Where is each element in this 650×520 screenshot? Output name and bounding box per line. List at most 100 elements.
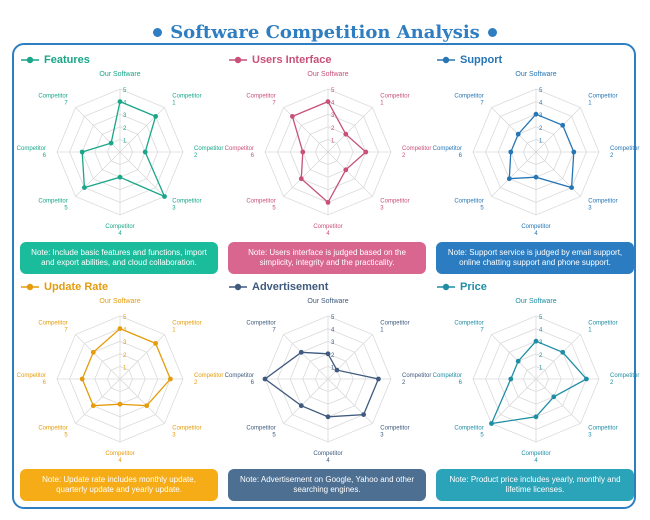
tick-label: 4 xyxy=(539,101,543,107)
data-point xyxy=(142,149,148,155)
radar-chart-advertisement: 1 2 3 4 5 Our Software Competitor 1 Competitor 2 C… xyxy=(225,298,432,464)
axis-spoke xyxy=(75,378,121,424)
tick-label: 3 xyxy=(123,340,127,346)
chart-legend: Support xyxy=(436,50,502,70)
axis-label: Competitor 2 xyxy=(610,146,639,159)
data-point xyxy=(153,114,159,119)
data-point xyxy=(144,403,150,409)
axis-label: Competitor 4 xyxy=(521,224,550,237)
tick-label: 3 xyxy=(331,340,335,346)
tick-label: 4 xyxy=(539,328,543,334)
tick-label: 5 xyxy=(539,315,543,321)
data-point xyxy=(506,176,512,182)
legend-marker-icon xyxy=(21,283,39,291)
title-dot-left xyxy=(153,27,163,37)
chart-panel-update-rate: Update Rate 1 2 3 4 5 Our Software Competitor 1 C… xyxy=(16,277,224,504)
axis-label: Competitor 4 xyxy=(521,451,550,464)
axis-label: Our Software xyxy=(307,298,348,305)
axis-label: Competitor 7 xyxy=(454,321,484,334)
axis-label: Competitor 5 xyxy=(38,425,68,438)
axis-spoke xyxy=(491,334,537,380)
data-point xyxy=(551,394,557,400)
data-point xyxy=(262,376,268,382)
data-point xyxy=(569,185,574,190)
tick-label: 3 xyxy=(123,113,127,119)
axis-label: Competitor 2 xyxy=(402,373,431,386)
axis-label: Competitor 7 xyxy=(38,321,68,334)
note-box: Note: Update rate includes monthly updat… xyxy=(20,469,218,501)
tick-label: 2 xyxy=(539,126,543,132)
axis-spoke xyxy=(327,107,373,153)
chart-panel-users-interface: Users Interface 1 2 3 4 5 Our Software Competit… xyxy=(224,50,432,277)
chart-panel-advertisement: Advertisement 1 2 3 4 5 Our Software Competitor… xyxy=(224,277,432,504)
axis-label: Competitor 3 xyxy=(172,198,201,211)
note-box: Note: Users interface is judged based on… xyxy=(228,242,426,274)
data-point xyxy=(298,349,304,355)
chart-title: Update Rate xyxy=(44,281,109,293)
tick-label: 5 xyxy=(331,315,335,321)
axis-spoke xyxy=(491,107,537,153)
data-point xyxy=(117,174,123,180)
axis-label: Competitor 7 xyxy=(38,94,68,107)
tick-label: 1 xyxy=(123,138,127,144)
tick-label: 2 xyxy=(331,126,335,132)
legend-marker-icon xyxy=(229,56,247,64)
axis-label: Competitor 5 xyxy=(454,198,484,211)
chart-panel-features: Features 1 2 3 4 5 Our Software Competitor 1 Comp… xyxy=(16,50,224,277)
data-point xyxy=(117,401,123,407)
axis-label: Competitor 4 xyxy=(105,451,134,464)
data-point xyxy=(325,351,331,357)
axis-label: Competitor 3 xyxy=(588,198,617,211)
data-point xyxy=(108,140,114,146)
tick-label: 5 xyxy=(539,88,543,94)
chart-legend: Update Rate xyxy=(20,277,108,297)
data-point xyxy=(361,412,366,417)
axis-spoke xyxy=(535,107,581,153)
data-point xyxy=(162,194,167,199)
data-point xyxy=(90,403,96,409)
note-box: Note: Include basic features and functio… xyxy=(20,242,218,274)
axis-label: Competitor 2 xyxy=(194,146,223,159)
data-point xyxy=(560,349,566,355)
tick-label: 5 xyxy=(123,88,127,94)
data-point xyxy=(508,149,514,155)
axis-label: Competitor 4 xyxy=(313,224,342,237)
axis-label: Competitor 5 xyxy=(246,425,276,438)
data-point xyxy=(168,376,173,382)
page-title: Software Competition Analysis xyxy=(170,21,480,43)
tick-label: 2 xyxy=(123,126,127,132)
tick-label: 2 xyxy=(123,353,127,359)
axis-spoke xyxy=(327,151,373,197)
axis-label: Our Software xyxy=(515,71,556,78)
chart-title: Features xyxy=(44,54,90,66)
data-point xyxy=(290,114,295,119)
axis-spoke xyxy=(283,334,329,380)
data-point xyxy=(533,174,539,180)
axis-label: Competitor 1 xyxy=(588,321,617,334)
axis-label: Competitor 5 xyxy=(454,425,484,438)
axis-label: Competitor 2 xyxy=(610,373,639,386)
axis-spoke xyxy=(119,151,165,197)
axis-label: Competitor 1 xyxy=(380,321,409,334)
axis-spoke xyxy=(491,151,537,197)
tick-label: 4 xyxy=(331,328,335,334)
data-point xyxy=(325,200,331,205)
chart-panel-price: Price 1 2 3 4 5 Our Software Competitor 1 Competi… xyxy=(432,277,640,504)
data-point xyxy=(325,99,331,104)
data-point xyxy=(334,367,340,373)
data-point xyxy=(508,376,514,382)
tick-label: 3 xyxy=(331,113,335,119)
data-point xyxy=(79,376,85,382)
data-point xyxy=(533,111,539,117)
chart-title: Advertisement xyxy=(252,281,329,293)
axis-label: Competitor 7 xyxy=(246,94,276,107)
note-box: Note: Advertisement on Google, Yahoo and… xyxy=(228,469,426,501)
axis-label: Our Software xyxy=(515,298,556,305)
data-point xyxy=(82,185,87,190)
data-point xyxy=(489,421,494,426)
data-point xyxy=(117,326,123,331)
axis-label: Competitor 4 xyxy=(105,224,134,237)
axis-label: Competitor 1 xyxy=(172,94,201,107)
